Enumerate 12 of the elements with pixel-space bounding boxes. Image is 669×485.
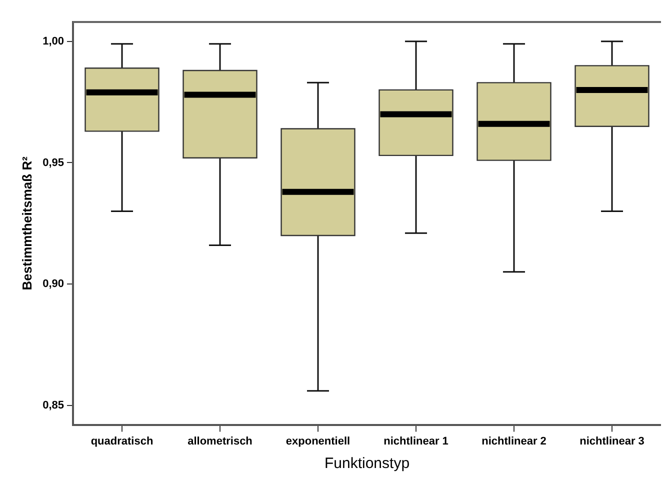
y-tick-label: 0,95 bbox=[42, 156, 64, 169]
x-axis-title: Funktionstyp bbox=[324, 455, 410, 472]
x-tick-label: nichtlinear 2 bbox=[482, 435, 546, 448]
y-tick-label: 0,90 bbox=[42, 278, 64, 290]
x-tick-label: allometrisch bbox=[188, 435, 253, 448]
x-tick-label: nichtlinear 1 bbox=[384, 435, 448, 448]
y-tick-label: 0,85 bbox=[42, 399, 64, 412]
x-tick-label: nichtlinear 3 bbox=[580, 435, 644, 448]
x-tick-label: exponentiell bbox=[286, 435, 350, 448]
y-tick-label: 1,00 bbox=[42, 35, 64, 48]
y-axis-title: Bestimmtheitsmaß R² bbox=[19, 156, 34, 290]
x-tick-label: quadratisch bbox=[90, 435, 154, 448]
